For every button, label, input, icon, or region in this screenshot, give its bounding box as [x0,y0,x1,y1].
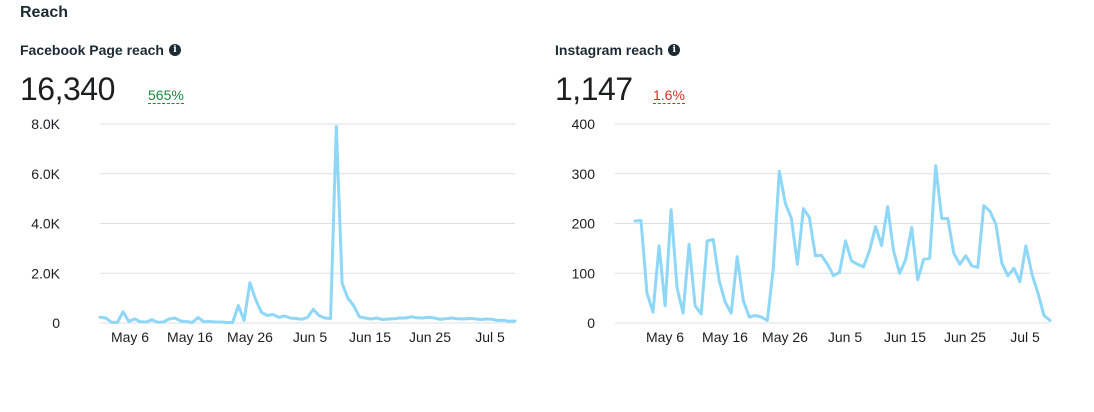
instagram-reach-label-text: Instagram reach [555,42,664,58]
x-tick-label: Jun 5 [293,329,327,345]
facebook-reach-value: 16,340 [20,71,115,107]
instagram-reach-value: 1,147 [555,71,633,107]
y-tick-label: 400 [572,116,596,132]
x-tick-label: May 16 [167,329,213,345]
x-tick-label: Jun 25 [944,329,986,345]
y-tick-label: 0 [587,315,595,331]
x-tick-label: May 26 [762,329,808,345]
x-tick-label: May 16 [702,329,748,345]
instagram-reach-change[interactable]: 1.6% [653,87,685,104]
info-icon[interactable]: i [168,44,181,56]
x-tick-label: Jun 25 [409,329,451,345]
x-tick-label: Jul 5 [1010,329,1040,345]
facebook-reach-chart: 0 2.0K 4.0K 6.0K 8.0K May 6 May 16 May 26 Jun 5 J… [31,116,517,345]
y-tick-label: 8.0K [31,116,60,132]
facebook-reach-panel: Facebook Page reach i 16,340 565% 0 2.0K 4… [20,40,540,370]
x-tick-label: May 6 [111,329,149,345]
instagram-reach-label: Instagram reach i [555,42,681,58]
reach-series-line[interactable] [98,125,517,324]
y-tick-label: 100 [572,265,596,281]
y-tick-label: 2.0K [31,265,60,281]
y-tick-label: 200 [572,216,596,232]
facebook-reach-label-text: Facebook Page reach [20,42,164,58]
x-tick-label: Jun 5 [828,329,862,345]
info-icon[interactable]: i [668,44,681,56]
y-tick-label: 0 [52,315,60,331]
x-tick-label: May 6 [646,329,684,345]
x-tick-label: May 26 [227,329,273,345]
y-tick-label: 4.0K [31,216,60,232]
instagram-reach-chart: 0 100 200 300 400 May 6 May 16 May 26 Jun 5 Jun 1… [572,116,1052,345]
y-tick-label: 300 [572,166,596,182]
x-tick-label: Jun 15 [349,329,391,345]
facebook-reach-label: Facebook Page reach i [20,42,181,58]
x-tick-label: Jul 5 [475,329,505,345]
facebook-reach-change[interactable]: 565% [148,87,184,104]
section-title: Reach [20,4,69,21]
reach-series-line[interactable] [633,164,1052,322]
y-tick-label: 6.0K [31,166,60,182]
instagram-reach-panel: Instagram reach i 1,147 1.6% 0 100 200 300 4… [555,40,1075,370]
x-tick-label: Jun 15 [884,329,926,345]
